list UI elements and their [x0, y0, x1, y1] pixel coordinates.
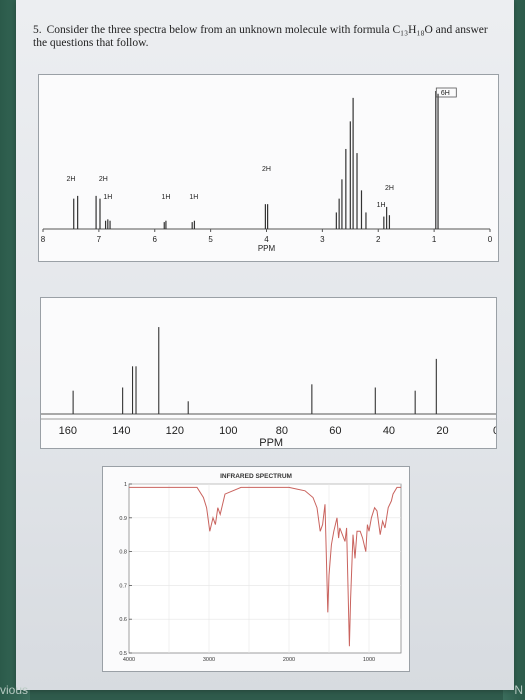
integration-box [435, 87, 457, 98]
integration-label: 2H [262, 166, 271, 173]
integration-label: 1H [377, 202, 386, 209]
tick-label: 60 [329, 425, 341, 437]
previous-link[interactable]: vious [0, 683, 29, 697]
tick-label: 3 [320, 235, 325, 244]
tick-label: 5 [208, 235, 213, 244]
tick-label: 8 [41, 235, 46, 244]
ir-plot-area [128, 483, 402, 654]
y-tick-label: 0.5 [119, 651, 127, 657]
tick-label: 20 [436, 425, 448, 437]
tick-label: 7 [97, 235, 102, 244]
tick-label: 160 [59, 425, 77, 437]
tick-label: 4 [264, 235, 269, 244]
integration-label: 6H [441, 90, 450, 97]
question-text: 5. Consider the three spectra below from … [33, 24, 493, 50]
next-link[interactable]: N [514, 683, 523, 697]
ir-title: INFRARED SPECTRUM [220, 473, 292, 480]
ir-trace [129, 486, 401, 647]
tick-label: 100 [219, 425, 237, 437]
tick-label: 6 [153, 235, 158, 244]
y-tick-label: 0.7 [119, 583, 127, 589]
tick-label: 2 [376, 235, 381, 244]
x-axis-label: PPM [258, 244, 276, 253]
tick-label: 40 [383, 425, 395, 437]
question-prompt: Consider the three spectra below from an… [33, 24, 488, 49]
integration-label: 1H [189, 194, 198, 201]
ir-panel: INFRARED SPECTRUM 1 0.9 0.8 0.7 0.6 0.5 4000 300… [102, 466, 410, 672]
h-nmr-panel: 8 7 6 5 4 3 2 1 0 PPM 2H 2H 1H 1H 1H 2H 2H 1H 6H [38, 74, 499, 262]
tick-label: 80 [276, 425, 288, 437]
x-tick-label: 3000 [203, 657, 215, 663]
tick-label: 0 [493, 425, 496, 437]
integration-label: 2H [66, 176, 75, 183]
x-axis-label: PPM [259, 437, 283, 448]
question-number: 5. [33, 24, 42, 36]
integration-label: 2H [385, 185, 394, 192]
tick-label: 140 [112, 425, 130, 437]
y-tick-label: 1 [124, 482, 127, 488]
tick-label: 120 [166, 425, 184, 437]
y-tick-label: 0.8 [119, 550, 127, 556]
c-nmr-panel: 160 140 120 100 80 60 40 20 0 PPM [40, 297, 499, 449]
y-tick-label: 0.9 [119, 516, 127, 522]
c-nmr-spectrum: 160 140 120 100 80 60 40 20 0 PPM [41, 327, 499, 449]
tick-label: 0 [488, 235, 493, 244]
integration-label: 1H [103, 194, 112, 201]
x-tick-label: 2000 [283, 657, 295, 663]
integration-label: 2H [99, 176, 108, 183]
y-tick-label: 0.6 [119, 617, 127, 623]
tick-label: 1 [432, 235, 437, 244]
x-tick-label: 1000 [363, 657, 375, 663]
x-tick-label: 4000 [123, 657, 135, 663]
h-nmr-spectrum: 8 7 6 5 4 3 2 1 0 PPM 2H 2H 1H 1H 1H 2H 2H 1H 6H [41, 87, 493, 253]
integration-label: 1H [161, 194, 170, 201]
